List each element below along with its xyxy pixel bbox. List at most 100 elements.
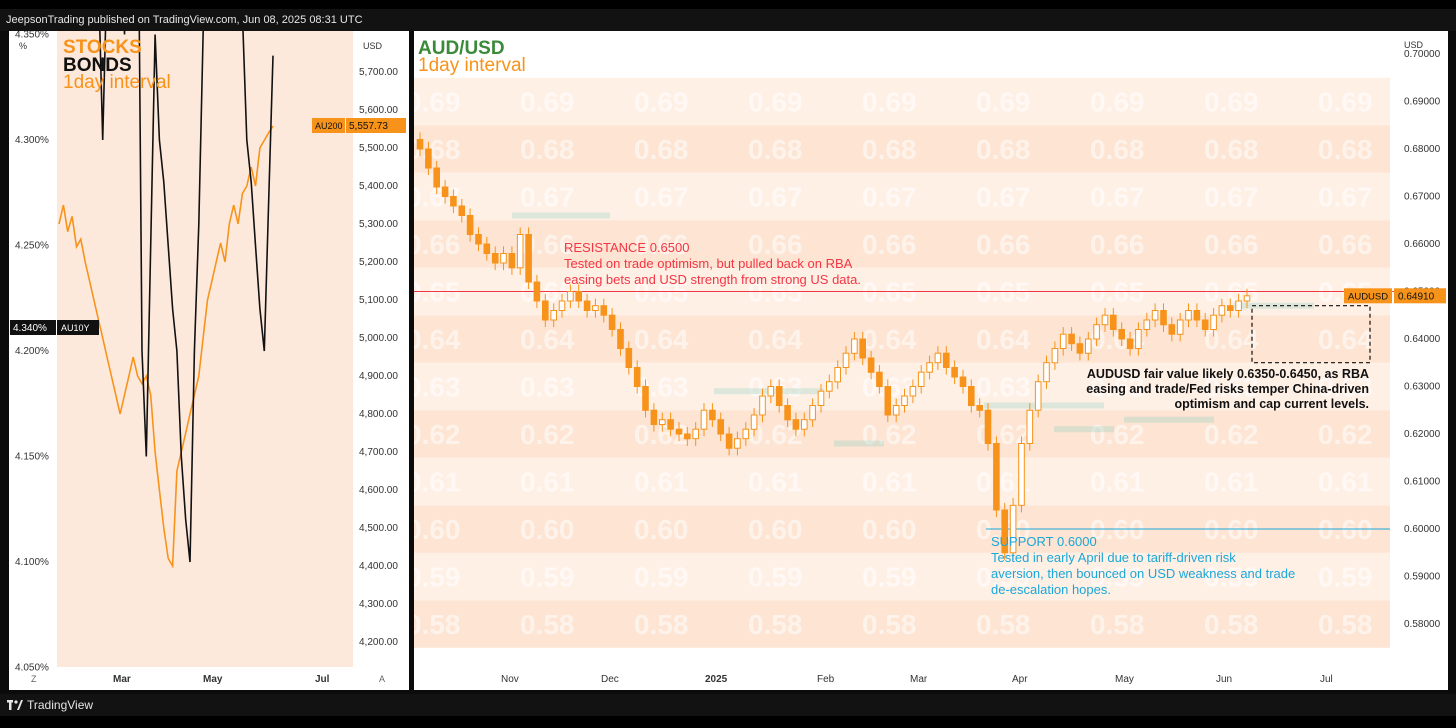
au200-value-badge-text: 5,557.73 bbox=[349, 121, 388, 132]
candle bbox=[1085, 331, 1092, 361]
price-watermark: 0.58 bbox=[414, 609, 461, 640]
price-watermark: 0.69 bbox=[414, 87, 461, 118]
left-time-axis: Mar May Jul bbox=[113, 674, 330, 685]
au200-value-badge[interactable] bbox=[346, 118, 406, 133]
price-watermark: 0.60 bbox=[634, 514, 689, 545]
candle bbox=[1068, 327, 1075, 351]
candle-body bbox=[1227, 305, 1234, 312]
top-bar bbox=[0, 0, 1456, 9]
price-band bbox=[414, 457, 1390, 506]
price-watermark: 0.61 bbox=[862, 467, 917, 498]
candle-body bbox=[1009, 504, 1017, 554]
audusd-chart[interactable]: 0.58 0.58 0.58 0.58 0.58 0.58 0.58 0.58 0.58 0.59… bbox=[406, 31, 1448, 690]
candle bbox=[1009, 498, 1017, 560]
candle-body bbox=[425, 148, 432, 169]
candle bbox=[709, 403, 716, 427]
candle bbox=[425, 141, 432, 176]
price-watermark: 0.69 bbox=[748, 87, 803, 118]
z-button[interactable]: Z bbox=[31, 674, 37, 684]
candle bbox=[750, 407, 758, 437]
candle bbox=[592, 298, 599, 318]
right-interval-label: 1day interval bbox=[418, 55, 526, 76]
price-tick: 0.60000 bbox=[1404, 524, 1441, 535]
stocks-bonds-panel[interactable]: 4.050% 4.100% 4.150% 4.200% 4.250% 4.300% 4.35… bbox=[9, 0, 409, 690]
stock-price-tick: 4,800.00 bbox=[359, 409, 398, 420]
candle-body bbox=[742, 428, 750, 440]
a-button[interactable]: A bbox=[379, 674, 385, 684]
candle bbox=[583, 293, 591, 318]
candle-body bbox=[1085, 338, 1092, 354]
candle bbox=[500, 246, 507, 271]
price-tick: 0.63000 bbox=[1404, 382, 1441, 393]
price-watermark: 0.60 bbox=[414, 514, 461, 545]
candle-body bbox=[500, 253, 507, 264]
bottom-bar bbox=[0, 716, 1456, 728]
candle bbox=[809, 398, 816, 427]
candle bbox=[1076, 336, 1084, 361]
price-tick: 0.62000 bbox=[1404, 429, 1441, 440]
audusd-value-badge[interactable] bbox=[1394, 288, 1446, 304]
stock-price-tick: 5,200.00 bbox=[359, 257, 398, 268]
candle bbox=[934, 346, 942, 370]
stocks-bonds-chart[interactable]: 4.050% 4.100% 4.150% 4.200% 4.250% 4.300% 4.35… bbox=[9, 0, 409, 690]
price-watermark: 0.63 bbox=[1090, 372, 1145, 403]
price-watermark: 0.59 bbox=[520, 562, 575, 593]
candle-body bbox=[650, 409, 658, 426]
candle bbox=[567, 284, 574, 309]
candle-body bbox=[466, 215, 474, 235]
price-watermark: 0.59 bbox=[862, 562, 917, 593]
candle-body bbox=[608, 314, 616, 331]
candle bbox=[767, 379, 775, 404]
price-watermark: 0.59 bbox=[748, 562, 803, 593]
price-watermark: 0.69 bbox=[634, 87, 689, 118]
candle bbox=[466, 208, 474, 242]
bond-yield-tick: 4.300% bbox=[15, 135, 49, 146]
au10y-name-badge bbox=[57, 320, 99, 335]
price-band bbox=[414, 77, 1390, 126]
time-tick: Nov bbox=[501, 674, 519, 685]
candle-body bbox=[884, 386, 892, 416]
price-watermark: 0.61 bbox=[520, 467, 575, 498]
candle bbox=[775, 379, 783, 413]
stock-price-tick: 4,700.00 bbox=[359, 447, 398, 458]
candle-body bbox=[1176, 319, 1184, 335]
stock-price-tick: 5,500.00 bbox=[359, 143, 398, 154]
resistance-title: RESISTANCE 0.6500 bbox=[564, 240, 689, 255]
audusd-name-badge-text: AUDUSD bbox=[1348, 291, 1388, 302]
price-watermark: 0.61 bbox=[748, 467, 803, 498]
candle bbox=[542, 293, 549, 328]
stock-price-tick: 5,600.00 bbox=[359, 105, 398, 116]
price-watermark: 0.61 bbox=[1090, 467, 1145, 498]
candle bbox=[851, 331, 858, 361]
candle-body bbox=[943, 352, 950, 369]
candle-body bbox=[1034, 381, 1042, 411]
price-watermark: 0.59 bbox=[414, 562, 461, 593]
audusd-panel[interactable]: 0.58 0.58 0.58 0.58 0.58 0.58 0.58 0.58 0.58 0.59… bbox=[406, 31, 1448, 690]
candle-body bbox=[1101, 314, 1109, 326]
candle-body bbox=[1076, 343, 1084, 354]
candle bbox=[516, 227, 524, 275]
au200-name-badge-text: AU200 bbox=[315, 121, 343, 131]
audusd-candles bbox=[416, 132, 1251, 560]
candle bbox=[993, 436, 1000, 518]
price-band bbox=[414, 410, 1390, 458]
price-watermark: 0.69 bbox=[1090, 87, 1145, 118]
au10y-value-badge[interactable] bbox=[10, 320, 56, 335]
left-interval-label: 1day interval bbox=[63, 72, 171, 93]
price-bands bbox=[414, 77, 1390, 648]
candle bbox=[884, 379, 892, 423]
price-watermark: 0.58 bbox=[634, 609, 689, 640]
candle bbox=[575, 284, 582, 309]
candle-body bbox=[458, 205, 466, 216]
time-tick: Apr bbox=[1012, 674, 1028, 685]
price-watermark: 0.61 bbox=[414, 467, 461, 498]
candle bbox=[909, 379, 917, 404]
price-watermark: 0.67 bbox=[1090, 182, 1145, 213]
price-watermark: 0.66 bbox=[634, 229, 689, 260]
price-tick: 0.66000 bbox=[1404, 239, 1441, 250]
candle bbox=[1210, 308, 1217, 337]
price-watermark: 0.59 bbox=[1318, 562, 1373, 593]
price-watermark: 0.63 bbox=[1318, 372, 1373, 403]
left-plot-area bbox=[57, 31, 353, 667]
candle-body bbox=[625, 348, 633, 368]
